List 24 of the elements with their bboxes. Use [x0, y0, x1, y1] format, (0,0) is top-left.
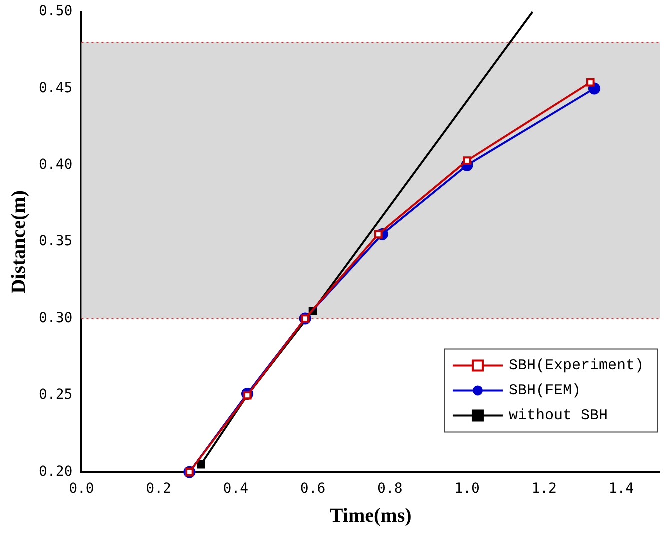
x-tick-label: 1.2 [532, 481, 557, 498]
legend-label: without SBH [508, 408, 608, 425]
y-tick-label: 0.25 [38, 387, 73, 404]
point [463, 156, 472, 165]
y-tick-label: 0.30 [38, 310, 73, 326]
y-tick-label: 0.45 [38, 80, 73, 96]
x-tick-label: 0.6 [300, 481, 326, 498]
y-tick-label: 0.20 [38, 464, 73, 480]
x-tick-label: 0.0 [69, 481, 94, 498]
x-tick-label: 1.4 [608, 481, 634, 498]
point [586, 78, 595, 87]
y-axis-title: Distance(m) [8, 190, 30, 294]
x-axis-title: Time(ms) [330, 505, 412, 528]
y-tick-label: 0.40 [38, 157, 73, 174]
x-tick-label: 0.4 [223, 481, 249, 498]
legend-label: SBH(FEM) [508, 382, 581, 400]
x-tick-label: 1.0 [454, 481, 480, 498]
x-tick-label: 0.2 [146, 481, 172, 498]
legend-label: SBH(Experiment) [508, 358, 644, 375]
y-tick-label: 0.35 [38, 234, 73, 250]
y-tick-label: 0.50 [38, 4, 73, 20]
point [374, 230, 383, 239]
x-tick-label: 0.8 [377, 481, 403, 498]
point [197, 460, 206, 469]
